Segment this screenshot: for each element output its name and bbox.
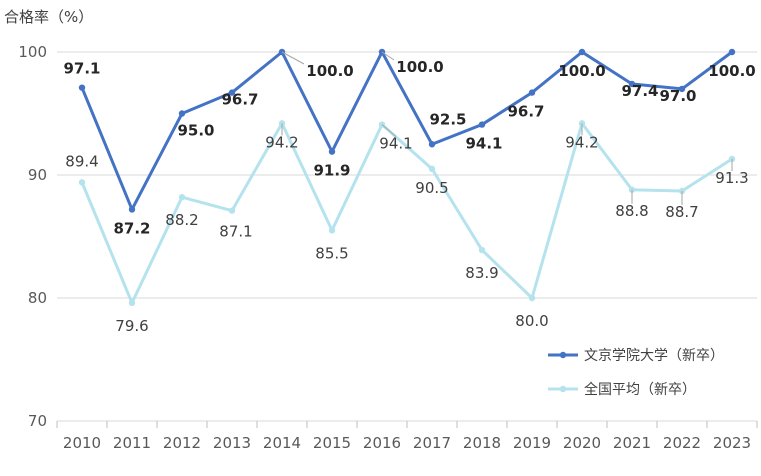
x-tick-label-5: 2015 bbox=[313, 434, 351, 452]
point-series-2-2015 bbox=[328, 227, 336, 234]
point-series-1-2020 bbox=[578, 48, 586, 56]
data-label-series-1-2018: 94.1 bbox=[465, 135, 502, 153]
data-label-series-1-2014: 100.0 bbox=[306, 62, 353, 80]
x-tick-label-2: 2012 bbox=[163, 434, 201, 452]
point-series-1-2018 bbox=[478, 121, 486, 128]
legend: 文京学院大学（新卒） 全国平均（新卒） bbox=[548, 348, 724, 398]
x-tick-label-12: 2022 bbox=[663, 434, 701, 452]
point-series-1-2010 bbox=[78, 84, 86, 91]
legend-label-series-2: 全国平均（新卒） bbox=[584, 381, 696, 398]
y-axis-title: 合格率（%） bbox=[4, 8, 93, 26]
data-label-series-1-2017: 92.5 bbox=[429, 110, 466, 128]
x-tick-label-10: 2020 bbox=[563, 434, 601, 452]
point-series-1-2019 bbox=[528, 89, 536, 96]
legend-label-series-1: 文京学院大学（新卒） bbox=[584, 348, 724, 364]
point-series-2-2010 bbox=[78, 179, 86, 186]
y-tick-label-3: 100 bbox=[18, 43, 47, 61]
data-label-series-1-2021: 97.4 bbox=[621, 82, 658, 100]
point-series-2-2017 bbox=[428, 165, 436, 173]
data-label-series-1-2019: 96.7 bbox=[507, 103, 544, 121]
data-label-series-2-2016: 94.1 bbox=[379, 135, 412, 153]
data-label-series-2-2013: 87.1 bbox=[219, 223, 252, 241]
data-label-series-2-2015: 85.5 bbox=[315, 244, 348, 262]
point-series-1-2022 bbox=[678, 85, 686, 93]
data-label-series-1-2016: 100.0 bbox=[396, 58, 443, 76]
leader-line-1-2014 bbox=[281, 51, 305, 65]
data-label-series-2-2023: 91.3 bbox=[715, 169, 748, 187]
y-tick-label-2: 90 bbox=[28, 166, 47, 184]
point-series-1-2011 bbox=[128, 206, 136, 213]
x-tick-label-11: 2021 bbox=[613, 434, 651, 452]
point-series-1-2015 bbox=[328, 148, 336, 155]
x-tick-label-1: 2011 bbox=[113, 434, 151, 452]
point-series-1-2017 bbox=[428, 141, 436, 148]
x-tick-label-3: 2013 bbox=[213, 434, 251, 452]
data-label-series-2-2018: 83.9 bbox=[465, 264, 498, 282]
point-series-2-2011 bbox=[128, 299, 136, 307]
data-label-series-1-2023: 100.0 bbox=[708, 62, 755, 80]
leader-line-2-2016 bbox=[381, 124, 397, 137]
point-series-1-2012 bbox=[178, 110, 186, 117]
series-group bbox=[78, 48, 736, 307]
x-tick-label-0: 2010 bbox=[63, 434, 101, 452]
x-tick-label-7: 2017 bbox=[413, 434, 451, 452]
x-tick-label-6: 2016 bbox=[363, 434, 401, 452]
series-line-1 bbox=[80, 50, 733, 211]
point-series-2-2018 bbox=[478, 246, 486, 254]
leader-line-1-2016 bbox=[381, 51, 395, 61]
data-label-series-1-2015: 91.9 bbox=[313, 162, 350, 180]
data-label-series-2-2014: 94.2 bbox=[265, 133, 298, 151]
series-line-2 bbox=[80, 121, 733, 305]
x-tick-label-13: 2023 bbox=[713, 434, 751, 452]
data-label-series-1-2013: 96.7 bbox=[221, 91, 258, 109]
data-label-series-1-2020: 100.0 bbox=[558, 62, 605, 80]
data-label-series-2-2021: 88.8 bbox=[615, 202, 648, 220]
data-label-series-2-2010: 89.4 bbox=[65, 152, 98, 170]
data-label-series-1-2012: 95.0 bbox=[177, 122, 214, 140]
data-label-series-1-2022: 97.0 bbox=[659, 87, 696, 105]
point-series-2-2019 bbox=[528, 294, 536, 302]
point-series-1-2023 bbox=[728, 48, 736, 56]
data-label-series-1-2011: 87.2 bbox=[113, 219, 150, 237]
y-tick-label-1: 80 bbox=[28, 289, 47, 307]
data-label-series-2-2022: 88.7 bbox=[665, 203, 698, 221]
data-labels: 97.1 87.2 95.0 96.7 100.0 91.9 100.0 92.5 94.1 96… bbox=[63, 51, 756, 335]
point-series-2-2013 bbox=[228, 207, 236, 214]
data-label-series-2-2020: 94.2 bbox=[565, 133, 598, 151]
x-axis-ticks: 2010 2011 2012 2013 2014 2015 2016 2017 2018 2019… bbox=[56, 421, 758, 452]
y-tick-label-0: 70 bbox=[28, 412, 47, 430]
legend-marker-series-1 bbox=[559, 351, 567, 359]
x-tick-label-9: 2019 bbox=[513, 434, 551, 452]
point-series-1-2021 bbox=[628, 80, 636, 88]
data-label-series-2-2017: 90.5 bbox=[415, 179, 448, 197]
point-series-2-2012 bbox=[178, 193, 186, 201]
data-label-series-2-2011: 79.6 bbox=[115, 317, 148, 335]
x-tick-label-8: 2018 bbox=[463, 434, 501, 452]
data-label-series-2-2019: 80.0 bbox=[515, 312, 548, 330]
data-label-series-2-2012: 88.2 bbox=[165, 211, 198, 229]
legend-marker-series-2 bbox=[559, 385, 567, 393]
point-series-1-2013 bbox=[228, 89, 236, 96]
data-label-series-1-2010: 97.1 bbox=[63, 60, 100, 78]
x-tick-label-4: 2014 bbox=[263, 434, 301, 452]
y-axis-ticks: 70 80 90 100 bbox=[18, 43, 47, 430]
